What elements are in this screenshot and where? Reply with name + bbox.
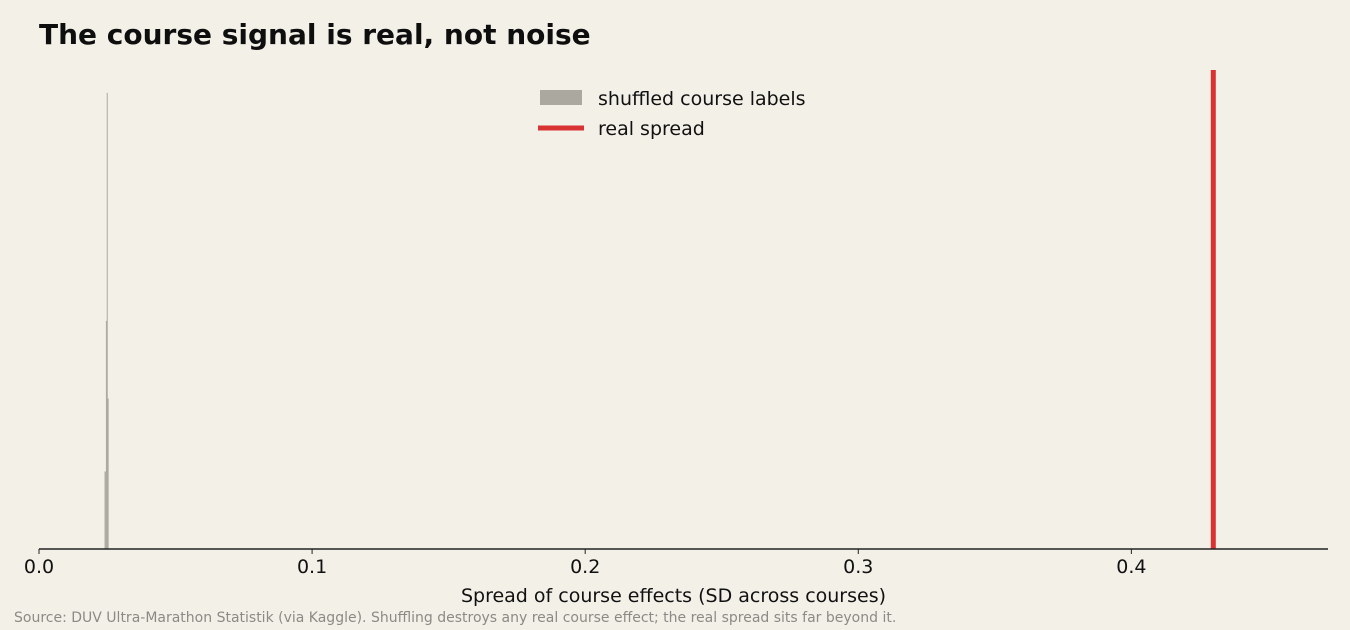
x-tick-label-1: 0.1 xyxy=(297,556,327,578)
histogram-bar-0 xyxy=(104,471,106,549)
legend-label-shuffled: shuffled course labels xyxy=(598,88,806,110)
histogram-bar-3 xyxy=(107,398,109,549)
x-tick-label-3: 0.3 xyxy=(843,556,873,578)
source-note: Source: DUV Ultra-Marathon Statistik (vi… xyxy=(14,610,897,626)
x-axis-label: Spread of course effects (SD across cour… xyxy=(461,585,886,607)
x-axis-ticks: 0.0 0.1 0.2 0.3 0.4 xyxy=(24,549,1146,578)
legend-label-real-spread: real spread xyxy=(598,118,705,140)
legend-swatch-shuffled xyxy=(540,90,582,105)
chart-title: The course signal is real, not noise xyxy=(39,18,591,51)
x-tick-label-2: 0.2 xyxy=(570,556,600,578)
x-tick-label-0: 0.0 xyxy=(24,556,54,578)
chart-plot: 0.0 0.1 0.2 0.3 0.4 Spread of course effects… xyxy=(24,70,1328,607)
histogram-bar-2 xyxy=(106,92,108,550)
histogram-bars xyxy=(104,92,109,550)
x-tick-label-4: 0.4 xyxy=(1116,556,1146,578)
legend: shuffled course labels real spread xyxy=(538,88,806,140)
histogram-bar-1 xyxy=(105,320,107,549)
